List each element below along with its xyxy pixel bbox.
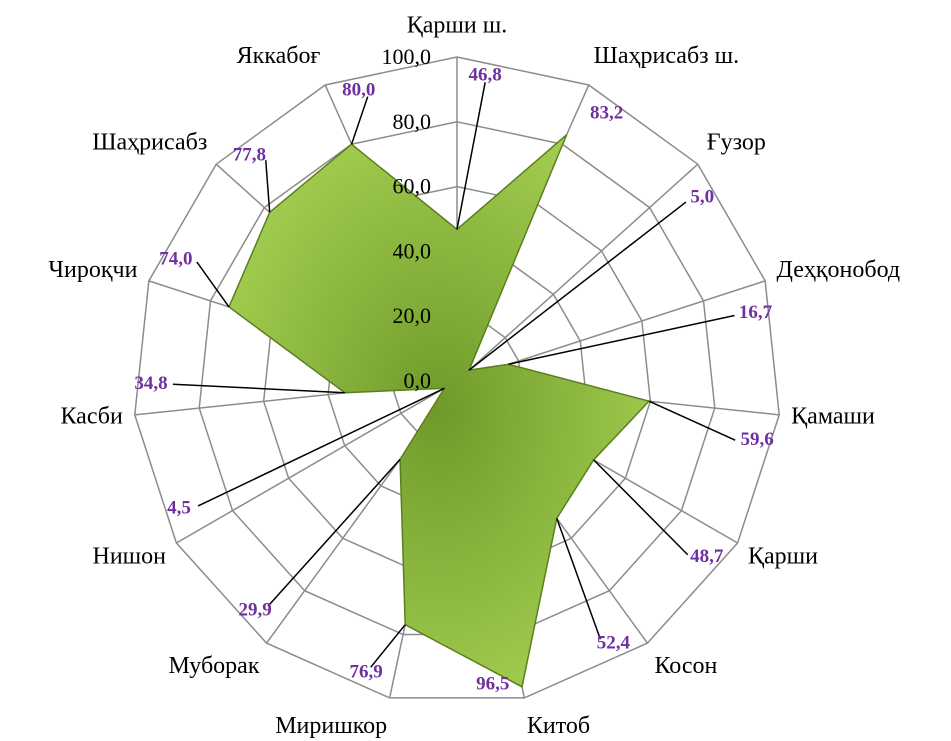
leader-line [197, 387, 445, 507]
tick-label: 40,0 [393, 238, 432, 263]
category-label: Қарши [748, 544, 818, 570]
leader-line [508, 314, 735, 366]
tick-label: 20,0 [393, 303, 432, 328]
spoke [176, 380, 458, 544]
category-label: Қарши ш. [407, 13, 507, 39]
value-label: 80,0 [342, 80, 375, 101]
category-label: Шаҳрисабз ш. [594, 43, 739, 69]
category-label: Миришкор [275, 713, 387, 739]
leader-line [456, 82, 486, 230]
value-label: 74,0 [159, 248, 192, 269]
value-label: 59,6 [740, 429, 773, 450]
value-label: 83,2 [590, 102, 623, 123]
value-label: 48,7 [690, 546, 724, 567]
leader-line [593, 459, 689, 556]
value-label: 16,7 [739, 302, 773, 323]
category-label: Муборак [169, 653, 260, 679]
leader-line [172, 383, 345, 394]
tick-label: 0,0 [404, 368, 432, 393]
category-label: Қамаши [791, 404, 875, 430]
grid-ring [134, 56, 780, 699]
value-label: 96,5 [476, 673, 509, 694]
leader-line [556, 518, 602, 640]
value-label: 46,8 [469, 65, 502, 86]
value-label: 52,4 [597, 632, 631, 653]
tick-label: 80,0 [393, 109, 432, 134]
leader-line [265, 160, 271, 213]
value-label: 29,9 [238, 599, 271, 620]
value-label: 77,8 [233, 145, 266, 166]
category-label: Касби [60, 404, 123, 430]
leader-line [370, 624, 406, 668]
value-label: 34,8 [134, 373, 167, 394]
leader-line [196, 261, 230, 308]
category-label: Яккабоғ [237, 43, 321, 69]
tick-label: 100,0 [382, 44, 432, 69]
category-label: Косон [654, 653, 717, 679]
value-label: 76,9 [349, 662, 382, 683]
value-label: 5,0 [690, 186, 714, 207]
leader-line [350, 96, 369, 145]
category-label: Нишон [93, 544, 167, 570]
tick-label: 60,0 [393, 174, 432, 199]
category-label: Китоб [527, 713, 590, 739]
spoke [456, 163, 699, 382]
category-label: Деҳқонобод [777, 257, 901, 283]
category-label: Чироқчи [48, 257, 137, 283]
radar-area [228, 134, 651, 688]
value-label: 4,5 [167, 497, 191, 518]
leader-line [648, 400, 736, 441]
category-label: Ғузор [707, 130, 766, 156]
category-label: Шаҳрисабз [92, 130, 207, 156]
leader-line [267, 458, 401, 607]
leader-line [468, 201, 687, 371]
